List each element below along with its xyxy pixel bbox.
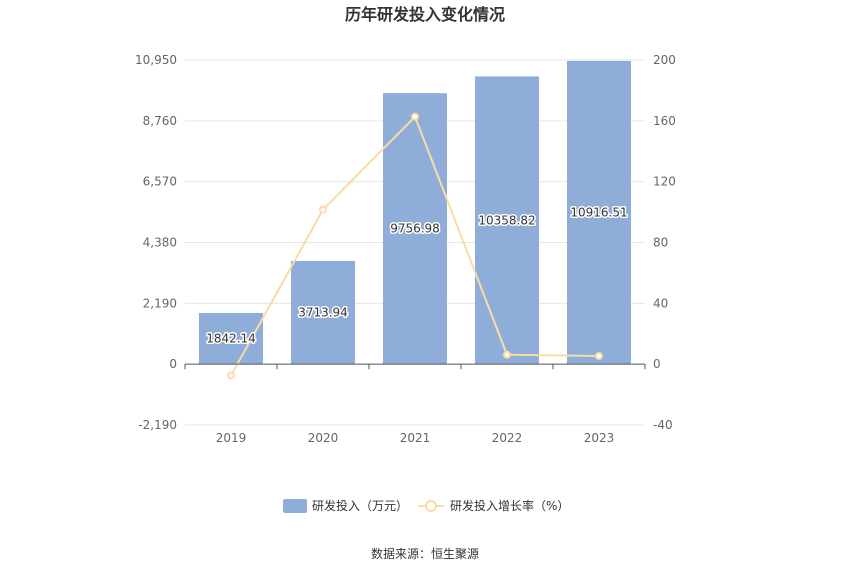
y-right-tick-label: 40	[653, 296, 668, 310]
x-tick-label: 2020	[308, 431, 339, 445]
growth-rate-point-2019[interactable]	[227, 371, 235, 380]
bar-value-label: 3713.94	[298, 306, 348, 320]
x-tick-label: 2021	[400, 431, 431, 445]
growth-rate-point-2021[interactable]	[411, 112, 419, 121]
line-layer	[227, 112, 603, 380]
x-tick-label: 2022	[492, 431, 523, 445]
y-right-tick-label: 80	[653, 236, 668, 250]
bar-2020[interactable]	[291, 261, 355, 365]
growth-rate-point-2023[interactable]	[595, 351, 603, 360]
legend[interactable]: 研发投入（万元） 研发投入增长率（%）	[283, 498, 569, 513]
y-right-tick-label: 160	[653, 114, 676, 128]
bar-value-label: 9756.98	[390, 222, 440, 236]
y-left-tick-label: 6,570	[143, 175, 177, 189]
y-right-tick-label: 200	[653, 53, 676, 67]
y-left-tick-label: 2,190	[143, 296, 177, 310]
bar-value-label: 10358.82	[478, 213, 535, 227]
labels-layer: 1842.14 3713.94 9756.98 10358.82 10916.51	[205, 204, 629, 347]
axis-layer: -2,190 0 2,190 4,380 6,570 8,760 10,950 -40 0 40 8…	[135, 53, 676, 445]
x-tick-label: 2023	[584, 431, 615, 445]
bar-2023[interactable]	[567, 60, 631, 365]
y-right-tick-label: 120	[653, 175, 676, 189]
bar-2022[interactable]	[475, 76, 539, 365]
y-left-tick-label: 4,380	[143, 236, 177, 250]
x-tick-label: 2019	[216, 431, 247, 445]
chart-title: 历年研发投入变化情况	[345, 5, 505, 24]
bar-value-label: 1842.14	[206, 332, 256, 346]
legend-swatch-bar[interactable]	[283, 499, 307, 513]
growth-rate-point-2022[interactable]	[503, 350, 511, 359]
y-left-tick-label: 8,760	[143, 114, 177, 128]
y-left-tick-label: 10,950	[135, 53, 177, 67]
y-left-tick-label: 0	[169, 357, 177, 371]
growth-rate-point-2020[interactable]	[319, 205, 327, 214]
data-source-note: 数据来源：恒生聚源	[371, 546, 479, 561]
legend-label-bar[interactable]: 研发投入（万元）	[312, 498, 408, 513]
bars-layer	[199, 60, 631, 365]
y-left-tick-label: -2,190	[138, 418, 177, 432]
y-right-tick-label: -40	[653, 418, 673, 432]
bar-value-label: 10916.51	[570, 206, 627, 220]
legend-label-line[interactable]: 研发投入增长率（%）	[450, 498, 569, 513]
y-right-tick-label: 0	[653, 357, 661, 371]
legend-swatch-line-marker[interactable]	[425, 500, 437, 512]
